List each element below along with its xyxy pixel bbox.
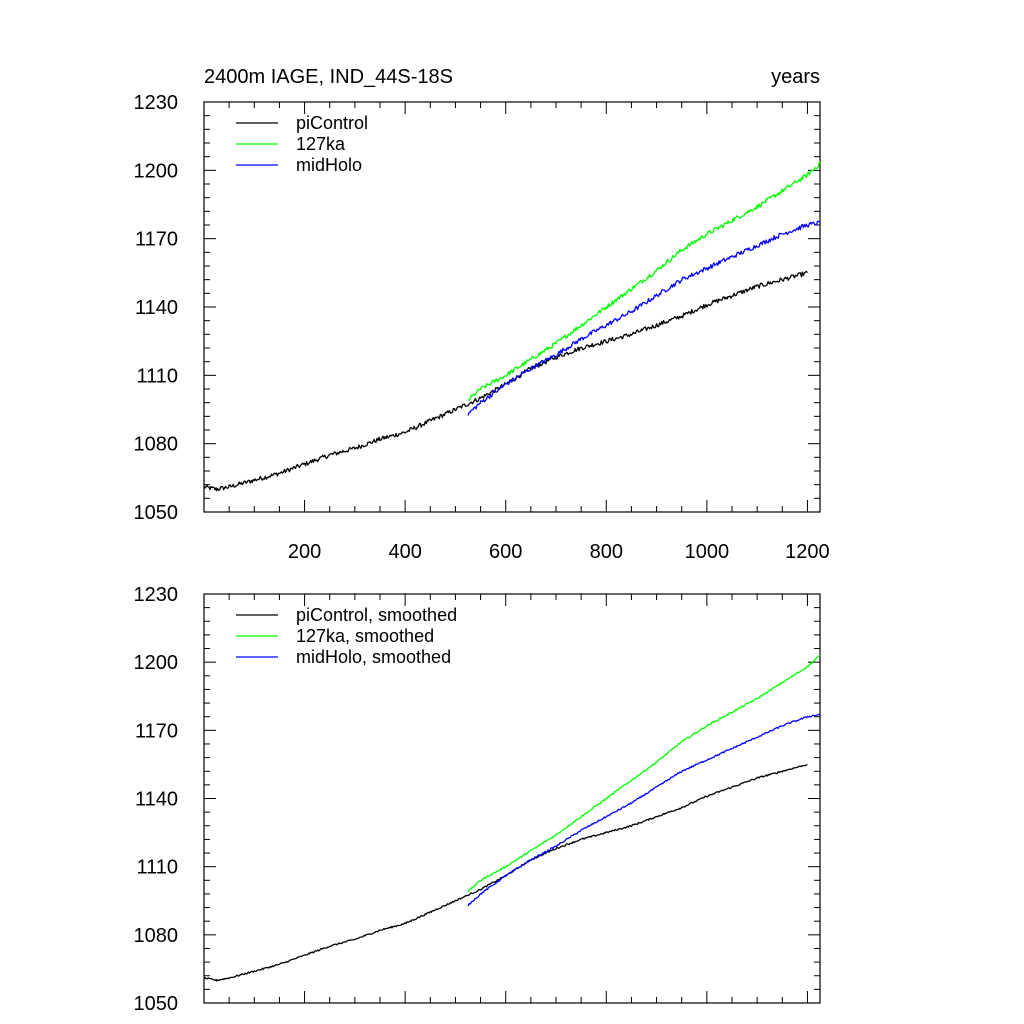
series-line-127ka bbox=[467, 161, 821, 401]
series-line-picontrol bbox=[203, 270, 808, 492]
series-line-midholo bbox=[467, 713, 821, 907]
y-tick-label: 1080 bbox=[134, 434, 179, 456]
y-tick-label: 1200 bbox=[134, 652, 179, 674]
y-tick-label: 1110 bbox=[136, 857, 178, 879]
series-line-midholo bbox=[467, 220, 821, 416]
y-tick-label: 1050 bbox=[134, 993, 179, 1015]
legend-label: midHolo, smoothed bbox=[296, 647, 451, 667]
y-tick-label: 1050 bbox=[134, 502, 179, 524]
x-tick-label: 800 bbox=[590, 541, 623, 563]
chart-title: 2400m IAGE, IND_44S-18S bbox=[204, 66, 453, 88]
legend-label: piControl bbox=[296, 113, 368, 133]
y-tick-label: 1170 bbox=[135, 720, 178, 742]
series-line-127ka bbox=[467, 654, 821, 893]
x-tick-label: 200 bbox=[288, 541, 321, 563]
y-tick-label: 1110 bbox=[136, 365, 178, 387]
x-tick-label: 1200 bbox=[785, 541, 830, 563]
panel-top: 1050 1080 1110 1140 1170 1200 1230 200 400 600 800… bbox=[134, 92, 830, 563]
panel-bottom: 1050 1080 1110 1140 1170 1200 1230 piControl, s… bbox=[134, 584, 821, 1015]
y-tick-label: 1080 bbox=[134, 925, 179, 947]
y-tick-label: 1230 bbox=[134, 584, 179, 606]
x-tick-label: 400 bbox=[388, 541, 421, 563]
x-tick-label: 1000 bbox=[685, 541, 730, 563]
legend-label: midHolo bbox=[296, 155, 362, 175]
legend-label: 127ka, smoothed bbox=[296, 626, 434, 646]
y-tick-label: 1140 bbox=[135, 789, 178, 811]
legend-label: piControl, smoothed bbox=[296, 605, 457, 625]
legend-label: 127ka bbox=[296, 134, 346, 154]
units-label: years bbox=[771, 66, 820, 88]
y-tick-label: 1170 bbox=[135, 229, 178, 251]
x-tick-label: 600 bbox=[489, 541, 522, 563]
y-tick-label: 1200 bbox=[134, 160, 179, 182]
series-line-picontrol bbox=[203, 763, 808, 982]
y-tick-label: 1230 bbox=[134, 92, 179, 114]
y-tick-label: 1140 bbox=[135, 297, 178, 319]
